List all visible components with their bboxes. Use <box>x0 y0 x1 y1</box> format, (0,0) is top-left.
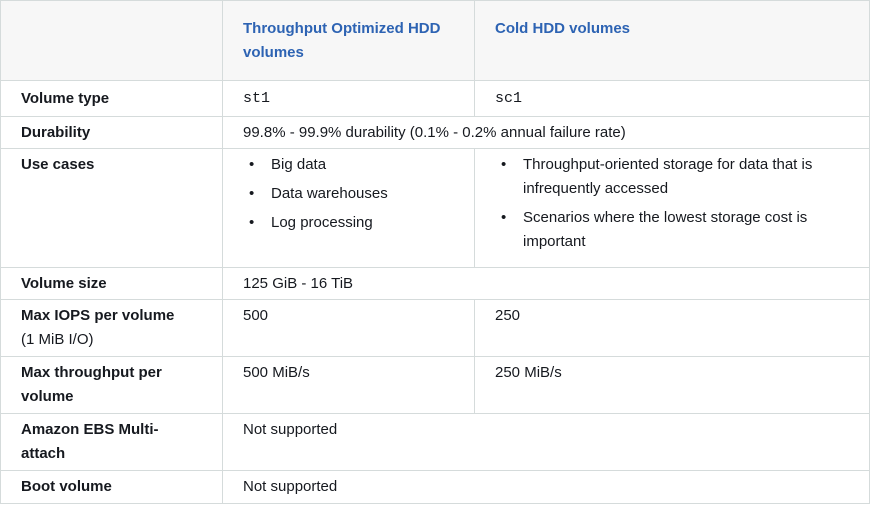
row-label-max-iops-text: Max IOPS per volume <box>21 307 175 324</box>
row-label-multiattach: Amazon EBS Multi-attach <box>0 413 223 471</box>
cell-st1-volume-type: st1 <box>222 80 475 117</box>
sc1-use-case-list: Throughput-oriented storage for data tha… <box>495 153 849 254</box>
st1-use-case-list: Big data Data warehouses Log processing <box>243 153 454 235</box>
row-sublabel-max-iops: (1 MiB I/O) <box>21 331 94 348</box>
list-item: Throughput-oriented storage for data tha… <box>501 153 849 201</box>
table-row-durability: Durability 99.8% - 99.9% durability (0.1… <box>0 116 870 149</box>
header-st1: Throughput Optimized HDD volumes <box>222 0 475 81</box>
cell-st1-max-throughput: 500 MiB/s <box>222 356 475 414</box>
list-item: Log processing <box>249 211 454 235</box>
cell-st1-max-iops: 500 <box>222 299 475 357</box>
list-item: Big data <box>249 153 454 177</box>
cell-sc1-use-cases: Throughput-oriented storage for data tha… <box>474 148 870 268</box>
row-label-boot-volume: Boot volume <box>0 470 223 504</box>
table-row-max-throughput: Max throughput per volume 500 MiB/s 250 … <box>0 356 870 414</box>
table-header-row: Throughput Optimized HDD volumes Cold HD… <box>0 0 870 81</box>
table-row-use-cases: Use cases Big data Data warehouses Log p… <box>0 148 870 268</box>
list-item: Scenarios where the lowest storage cost … <box>501 206 849 254</box>
header-sc1: Cold HDD volumes <box>474 0 870 81</box>
cell-boot-volume-value: Not supported <box>222 470 870 504</box>
cell-multiattach-value: Not supported <box>222 413 870 471</box>
table-row-max-iops: Max IOPS per volume (1 MiB I/O) 500 250 <box>0 299 870 357</box>
table-row-boot-volume: Boot volume Not supported <box>0 470 870 504</box>
cell-durability-value: 99.8% - 99.9% durability (0.1% - 0.2% an… <box>222 116 870 149</box>
table-row-volume-size: Volume size 125 GiB - 16 TiB <box>0 267 870 300</box>
cell-volume-size-value: 125 GiB - 16 TiB <box>222 267 870 300</box>
row-label-max-iops: Max IOPS per volume (1 MiB I/O) <box>0 299 223 357</box>
list-item: Data warehouses <box>249 182 454 206</box>
row-label-use-cases: Use cases <box>0 148 223 268</box>
cell-st1-use-cases: Big data Data warehouses Log processing <box>222 148 475 268</box>
row-label-max-throughput: Max throughput per volume <box>0 356 223 414</box>
row-label-durability: Durability <box>0 116 223 149</box>
cell-sc1-max-iops: 250 <box>474 299 870 357</box>
table-row-volume-type: Volume type st1 sc1 <box>0 80 870 117</box>
row-label-volume-size: Volume size <box>0 267 223 300</box>
header-corner-cell <box>0 0 223 81</box>
cell-sc1-max-throughput: 250 MiB/s <box>474 356 870 414</box>
row-label-volume-type: Volume type <box>0 80 223 117</box>
cell-sc1-volume-type: sc1 <box>474 80 870 117</box>
table-row-multiattach: Amazon EBS Multi-attach Not supported <box>0 413 870 471</box>
